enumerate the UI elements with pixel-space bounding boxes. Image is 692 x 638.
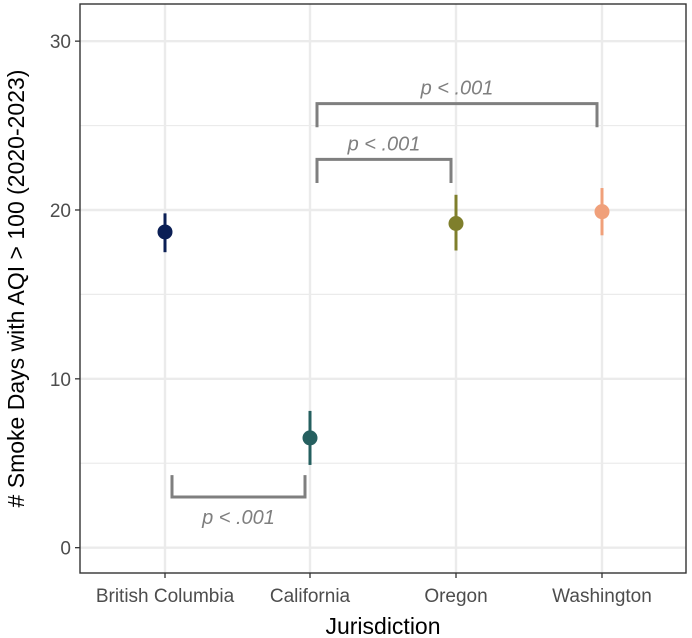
- p-value-label: p < .001: [201, 507, 275, 529]
- significance-bracket: [315, 102, 599, 128]
- plot-border: [79, 3, 687, 574]
- y-tick-label: 20: [50, 201, 71, 222]
- x-axis-title: Jurisdiction: [325, 613, 440, 638]
- significance-bracket: [170, 475, 307, 499]
- p-value-label: p < .001: [420, 78, 494, 100]
- significance-bracket: [315, 157, 453, 183]
- y-axis: 0 10 20 30: [50, 32, 80, 560]
- data-points: [157, 188, 610, 465]
- point-british-columbia: [157, 224, 173, 240]
- x-tick-label-oregon: Oregon: [424, 586, 487, 607]
- y-axis-title: # Smoke Days with AQI > 100 (2020-2023): [3, 70, 29, 508]
- x-axis: British Columbia California Oregon Washingt…: [96, 573, 652, 607]
- y-tick-label: 0: [60, 539, 71, 560]
- y-tick-label: 30: [50, 32, 71, 53]
- x-tick-label-british-columbia: British Columbia: [96, 586, 235, 607]
- point-washington: [594, 204, 610, 220]
- p-value-label: p < .001: [347, 133, 421, 155]
- point-california: [302, 430, 318, 446]
- significance-brackets: p < .001 p < .001 p < .001: [170, 78, 599, 529]
- x-tick-label-california: California: [270, 586, 351, 607]
- grid: [80, 4, 686, 573]
- point-oregon: [448, 215, 464, 231]
- y-tick-label: 10: [50, 370, 71, 391]
- x-tick-label-washington: Washington: [552, 586, 652, 607]
